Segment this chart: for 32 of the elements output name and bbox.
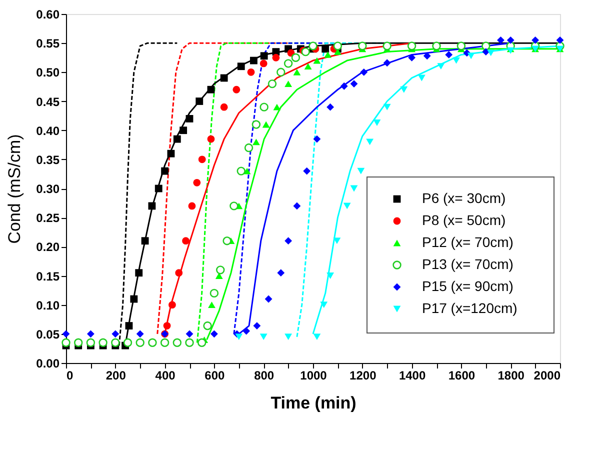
x-tick-label: 800 xyxy=(254,368,274,382)
x-tick-label: 200 xyxy=(106,368,126,382)
legend-label: P8 (x= 50cm) xyxy=(422,212,506,228)
x-tick-label: 1800 xyxy=(498,368,525,382)
y-tick-label: 0.10 xyxy=(36,298,60,312)
y-tick-label: 0.00 xyxy=(36,356,60,370)
y-tick-label: 0.50 xyxy=(36,66,60,80)
x-tick-label: 1200 xyxy=(350,368,377,382)
y-tick-label: 0.15 xyxy=(36,269,60,284)
y-tick-label: 0.35 xyxy=(36,152,60,167)
x-tick-label: 600 xyxy=(204,368,226,382)
legend-label: P17 (x=120cm) xyxy=(422,300,518,316)
legend-label: P12 (x= 70cm) xyxy=(422,234,514,250)
y-tick-label: 0.55 xyxy=(36,36,60,51)
x-tick-label: 1000 xyxy=(300,368,328,382)
x-tick-label: 0 xyxy=(66,368,74,382)
y-tick-label: 0.05 xyxy=(36,327,60,342)
x-tick-label: 2000 xyxy=(534,368,561,382)
legend-label: P15 (x= 90cm) xyxy=(422,278,514,294)
legend-label: P13 (x= 70cm) xyxy=(422,256,514,272)
y-axis-title: Cond (mS/cm) xyxy=(5,134,24,244)
x-axis-title: Time (min) xyxy=(270,394,356,412)
y-tick-label: 0.30 xyxy=(36,182,60,196)
y-tick-label: 0.25 xyxy=(36,211,60,226)
y-tick-label: 0.20 xyxy=(36,240,60,254)
y-tick-label: 0.40 xyxy=(36,124,60,138)
x-tick-label: 400 xyxy=(155,368,176,382)
y-tick-label: 0.45 xyxy=(36,94,60,109)
x-tick-label: 1600 xyxy=(448,368,476,382)
x-tick-label: 1400 xyxy=(398,368,426,382)
y-tick-label: 0.60 xyxy=(36,8,60,22)
legend-label: P6 (x= 30cm) xyxy=(422,190,506,206)
